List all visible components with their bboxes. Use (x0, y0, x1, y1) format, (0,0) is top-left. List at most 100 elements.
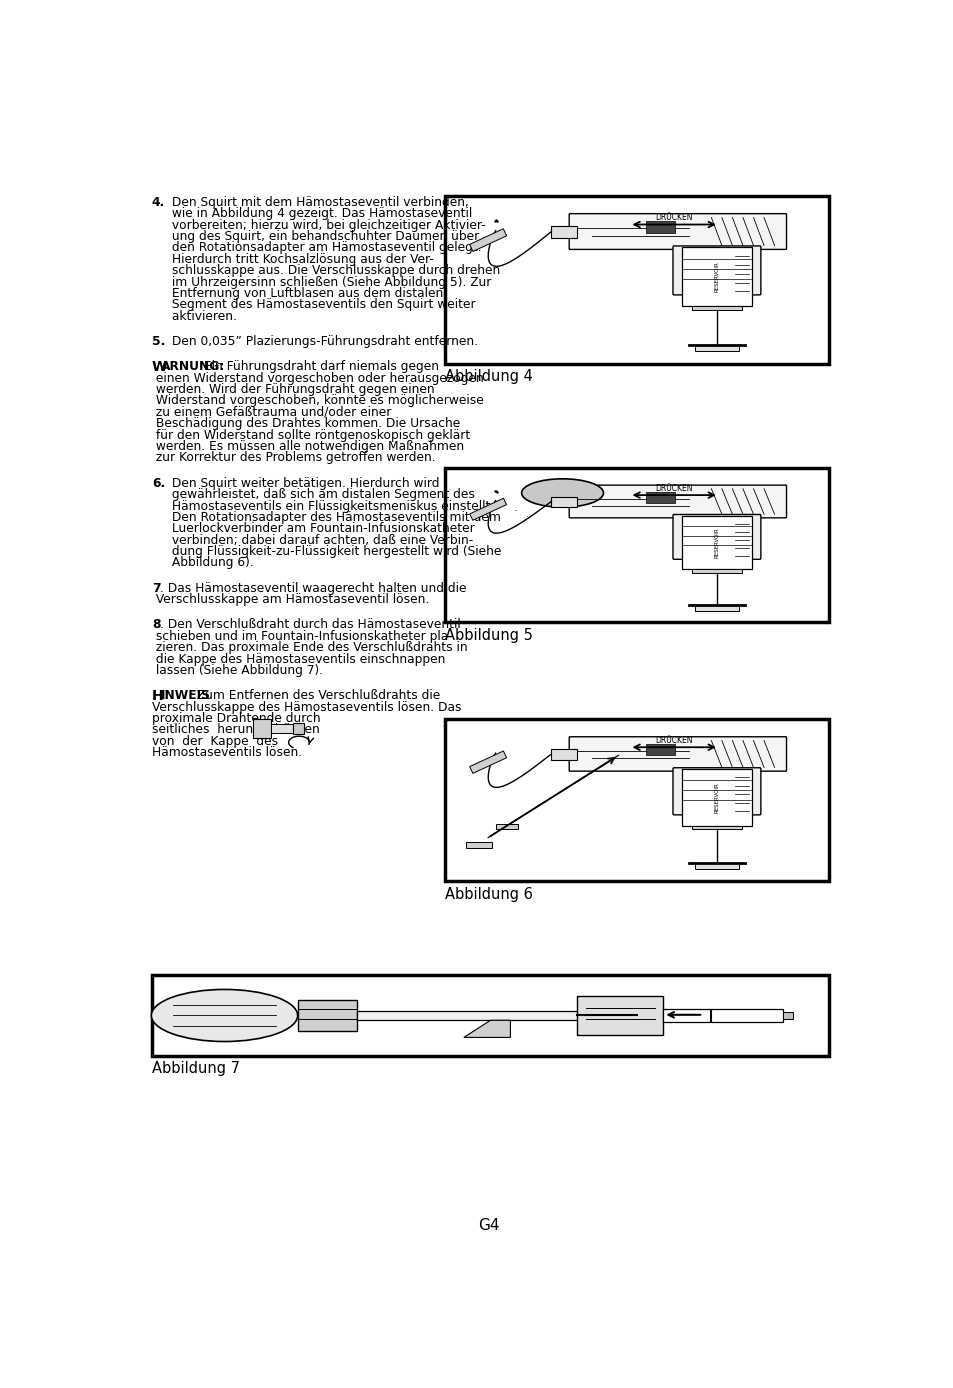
Bar (694, 346, 739, 351)
Text: RESERVOIR: RESERVOIR (714, 781, 719, 812)
Bar (293, 723, 304, 734)
Text: lassen (Siehe Abbildung 7).: lassen (Siehe Abbildung 7). (152, 663, 322, 677)
Bar (152, 974, 828, 1056)
Bar (253, 709, 314, 747)
Ellipse shape (152, 990, 297, 1041)
Bar (271, 723, 293, 733)
FancyBboxPatch shape (672, 246, 760, 294)
Text: Segment des Hämostaseventils den Squirt weiter: Segment des Hämostaseventils den Squirt … (168, 298, 476, 311)
Polygon shape (463, 1020, 510, 1037)
Text: . Das Hämostaseventil waagerecht halten und die: . Das Hämostaseventil waagerecht halten … (159, 582, 466, 594)
Text: Hämostaseventils ein Flüssigkeitsmeniskus einstellt.: Hämostaseventils ein Flüssigkeitsmenisku… (168, 500, 494, 512)
Bar (495, 824, 517, 830)
Text: dung Flüssigkeit-zu-Flüssigkeit hergestellt wird (Siehe: dung Flüssigkeit-zu-Flüssigkeit hergeste… (168, 545, 501, 558)
FancyBboxPatch shape (672, 768, 760, 815)
Bar (253, 719, 271, 737)
Text: Verschlusskappe am Hämostaseventil lösen.: Verschlusskappe am Hämostaseventil lösen… (152, 593, 429, 607)
Bar (645, 744, 675, 755)
Bar (680, 247, 752, 307)
Text: 8: 8 (152, 619, 160, 632)
Text: ARNUNG:: ARNUNG: (160, 361, 225, 373)
Text: RESERVOIR: RESERVOIR (714, 527, 719, 558)
Text: Den Squirt mit dem Hämostaseventil verbinden,: Den Squirt mit dem Hämostaseventil verbi… (168, 196, 469, 208)
Text: den Rotationsadapter am Hämostaseventil gelegt.: den Rotationsadapter am Hämostaseventil … (168, 242, 481, 254)
Text: 7: 7 (152, 582, 160, 594)
Text: Beschädigung des Drahtes kommen. Die Ursache: Beschädigung des Drahtes kommen. Die Urs… (152, 418, 459, 430)
Text: zur Korrektur des Problems getroffen werden.: zur Korrektur des Problems getroffen wer… (152, 451, 435, 465)
Text: Den 0,035” Plazierungs-Führungsdraht entfernen.: Den 0,035” Plazierungs-Führungsdraht ent… (168, 335, 477, 348)
Text: vorbereiten; hierzu wird, bei gleichzeitiger Aktivier-: vorbereiten; hierzu wird, bei gleichzeit… (168, 219, 485, 232)
Text: 4.: 4. (152, 196, 165, 208)
Bar (694, 605, 739, 611)
Text: 5.: 5. (152, 335, 165, 348)
Text: DRÜCKEN: DRÜCKEN (655, 484, 692, 494)
Text: INWEIS: INWEIS (160, 690, 211, 702)
FancyBboxPatch shape (569, 737, 785, 772)
Text: ·: · (525, 514, 527, 522)
Bar (577, 997, 662, 1034)
Text: proximale Drahtende durch: proximale Drahtende durch (152, 712, 320, 725)
Text: für den Widerstand sollte röntgenoskopisch geklärt: für den Widerstand sollte röntgenoskopis… (152, 429, 470, 441)
Text: zu einem Gefäßtrauma und/oder einer: zu einem Gefäßtrauma und/oder einer (152, 405, 391, 419)
Bar (444, 468, 828, 622)
Text: Den Rotationsadapter des Hämostaseventils mit dem: Den Rotationsadapter des Hämostaseventil… (168, 511, 500, 523)
Bar (444, 196, 828, 364)
Bar (469, 498, 506, 520)
Bar (465, 843, 492, 848)
Bar (551, 497, 577, 507)
Text: werden. Wird der Führungsdraht gegen einen: werden. Wird der Führungsdraht gegen ein… (152, 383, 434, 396)
Bar (297, 1001, 357, 1030)
Text: Hämostaseventils lösen.: Hämostaseventils lösen. (152, 747, 301, 759)
Bar (551, 226, 577, 237)
Bar (645, 491, 675, 502)
Bar (782, 1012, 792, 1019)
Text: verbinden; dabei darauf achten, daß eine Verbin-: verbinden; dabei darauf achten, daß eine… (168, 534, 473, 547)
Text: im Uhrzeigersinn schließen (Siehe Abbildung 5). Zur: im Uhrzeigersinn schließen (Siehe Abbild… (168, 276, 491, 289)
Text: einen Widerstand vorgeschoben oder herausgezogen: einen Widerstand vorgeschoben oder herau… (152, 372, 483, 384)
Bar (645, 221, 675, 233)
Bar (680, 769, 752, 826)
Bar (692, 826, 740, 830)
Text: Abbildung 6).: Abbildung 6). (168, 557, 253, 569)
Text: gewährleistet, daß sich am distalen Segment des: gewährleistet, daß sich am distalen Segm… (168, 489, 475, 501)
Bar (444, 719, 828, 881)
Text: H: H (152, 690, 163, 704)
Text: 6.: 6. (152, 476, 165, 490)
Text: Den Squirt weiter betätigen. Hierdurch wird: Den Squirt weiter betätigen. Hierdurch w… (168, 476, 439, 490)
Text: schieben und im Fountain-Infusionskatheter pla-: schieben und im Fountain-Infusionskathet… (152, 630, 452, 643)
FancyBboxPatch shape (569, 486, 785, 518)
Text: aktivieren.: aktivieren. (168, 310, 236, 323)
Text: Hierdurch tritt Kochsalzlösung aus der Ver-: Hierdurch tritt Kochsalzlösung aus der V… (168, 253, 434, 265)
Text: werden. Es müssen alle notwendigen Maßnahmen: werden. Es müssen alle notwendigen Maßna… (152, 440, 463, 452)
Text: ·: · (514, 507, 517, 516)
Bar (692, 307, 740, 310)
FancyBboxPatch shape (672, 515, 760, 559)
Text: seitliches  herunterdrücken: seitliches herunterdrücken (152, 723, 319, 737)
Text: schlusskappe aus. Die Verschlusskappe durch drehen: schlusskappe aus. Die Verschlusskappe du… (168, 264, 499, 278)
Text: Ein Führungsdraht darf niemals gegen: Ein Führungsdraht darf niemals gegen (199, 361, 438, 373)
Text: die Kappe des Hämostaseventils einschnappen: die Kappe des Hämostaseventils einschnap… (152, 652, 445, 666)
Text: ung des Squirt, ein behandschuhter Daumen über: ung des Squirt, ein behandschuhter Daume… (168, 230, 478, 243)
Text: : Zum Entfernen des Verschlußdrahts die: : Zum Entfernen des Verschlußdrahts die (189, 690, 439, 702)
Text: . Den Verschlußdraht durch das Hämostaseventil: . Den Verschlußdraht durch das Hämostase… (159, 619, 459, 632)
Text: Luerlockverbinder am Fountain-Infusionskatheter: Luerlockverbinder am Fountain-Infusionsk… (168, 522, 475, 536)
Text: G4: G4 (477, 1219, 499, 1234)
Bar (469, 751, 506, 773)
Text: RESERVOIR: RESERVOIR (714, 261, 719, 291)
FancyBboxPatch shape (569, 214, 785, 250)
Bar (551, 748, 577, 761)
Ellipse shape (521, 479, 603, 507)
Text: W: W (152, 361, 168, 375)
Text: Abbildung 5: Abbildung 5 (444, 627, 532, 643)
Text: von  der  Kappe  des: von der Kappe des (152, 734, 277, 748)
Bar (692, 569, 740, 573)
Bar (357, 1010, 636, 1020)
Text: wie in Abbildung 4 gezeigt. Das Hämostaseventil: wie in Abbildung 4 gezeigt. Das Hämostas… (168, 207, 472, 221)
Text: DRÜCKEN: DRÜCKEN (655, 212, 692, 222)
Bar (662, 1009, 782, 1023)
Bar (680, 516, 752, 569)
Text: Entfernung von Luftblasen aus dem distalen: Entfernung von Luftblasen aus dem distal… (168, 287, 443, 300)
Text: Widerstand vorgeschoben, könnte es möglicherweise: Widerstand vorgeschoben, könnte es mögli… (152, 394, 483, 408)
Text: zieren. Das proximale Ende des Verschlußdrahts in: zieren. Das proximale Ende des Verschluß… (152, 641, 467, 654)
Bar (694, 863, 739, 869)
